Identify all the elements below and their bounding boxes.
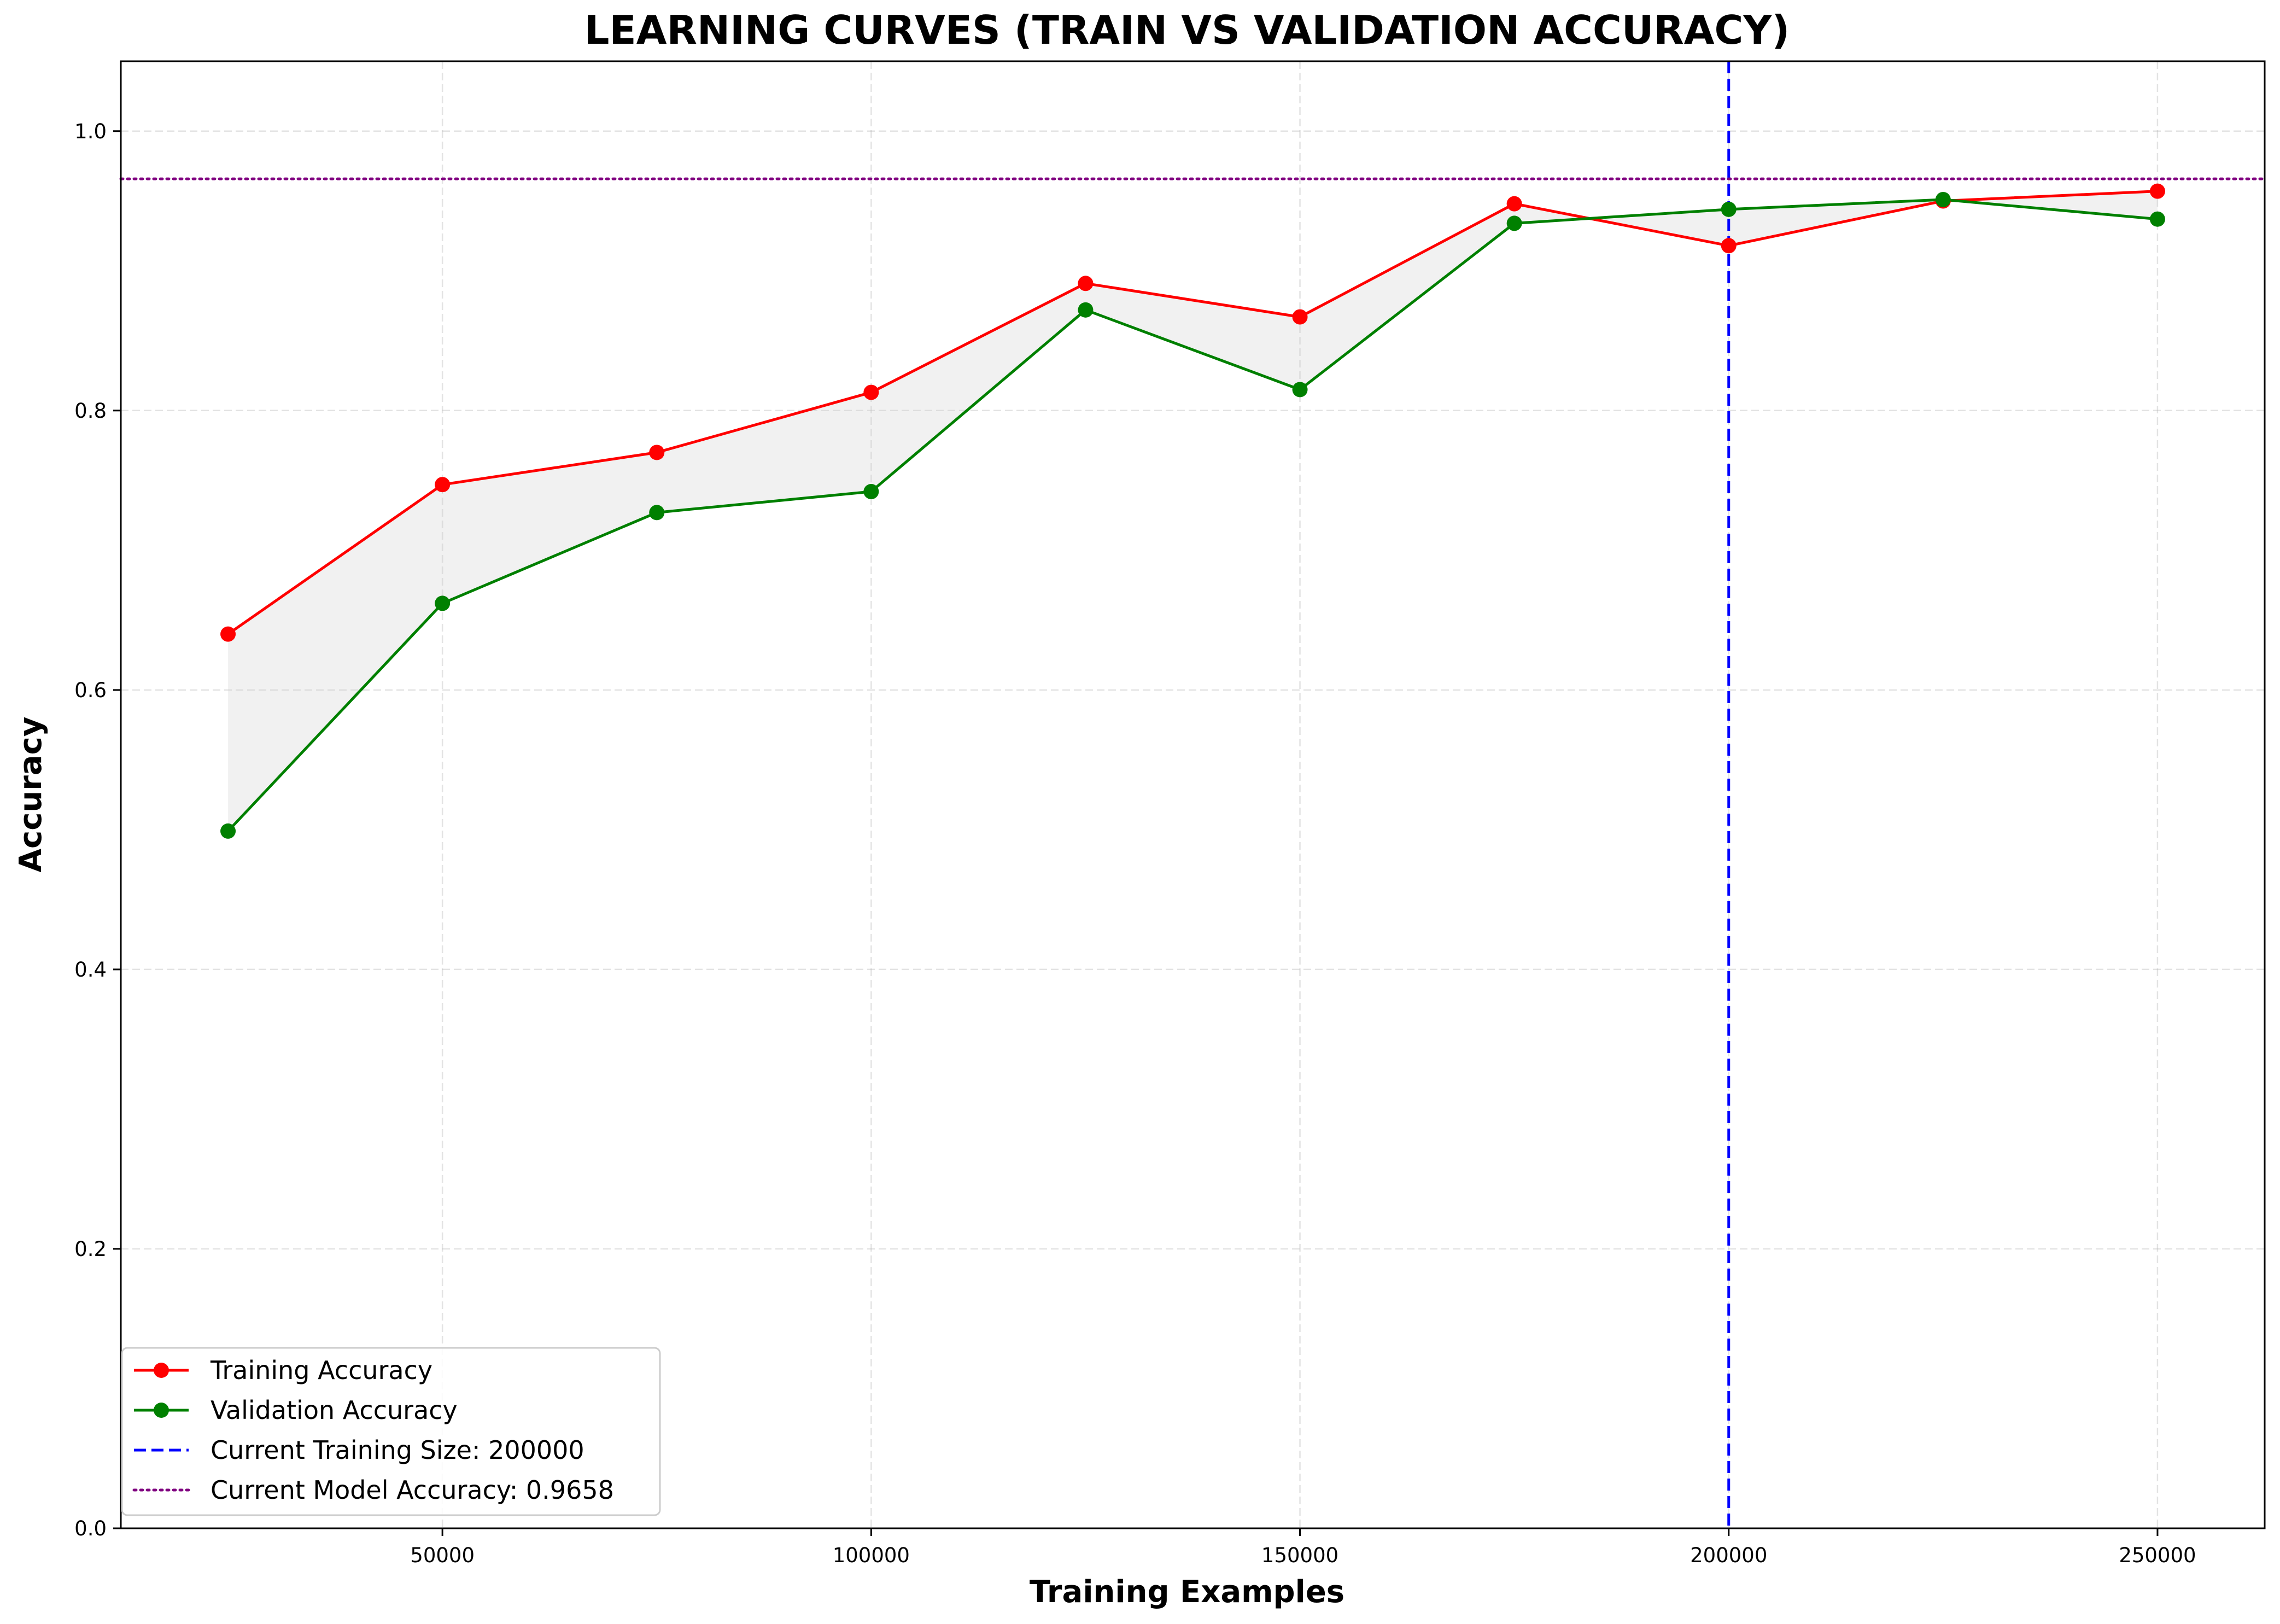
legend-label: Current Model Accuracy: 0.9658 [211,1475,614,1505]
x-tick-label: 250000 [2119,1544,2196,1567]
gap-fill [228,191,2158,831]
x-axis-ticks: 50000 100000 150000 200000 250000 [410,1528,2196,1567]
plot-area [119,60,2266,1529]
validation-accuracy-point [1935,191,1951,207]
training-accuracy-point [863,384,879,400]
training-accuracy-point [649,445,665,460]
legend-label: Validation Accuracy [211,1395,458,1425]
validation-accuracy-point [1292,382,1308,398]
training-accuracy-point [1506,196,1522,212]
x-axis-label: Training Examples [1030,1574,1344,1610]
x-tick-label: 200000 [1690,1544,1767,1567]
y-axis-ticks: 0.0 0.2 0.4 0.6 0.8 1.0 [74,120,121,1540]
validation-accuracy-point [1721,201,1737,217]
grid-lines [121,61,2265,1529]
y-tick-label: 0.6 [74,679,107,702]
legend-label: Training Accuracy [210,1356,432,1385]
legend-current-training-size: Current Training Size: 200000 [134,1435,584,1465]
legend-swatch-marker [154,1403,169,1418]
legend-box [121,1347,661,1516]
training-accuracy-point [1721,238,1737,254]
training-accuracy-line [227,190,2158,635]
x-tick-label: 150000 [1261,1544,1338,1567]
fill-between-area [228,191,2158,831]
legend-current-model-accuracy: Current Model Accuracy: 0.9658 [132,1475,614,1505]
reference-lines [119,61,2266,1528]
chart-title: LEARNING CURVES (TRAIN VS VALIDATION ACC… [584,7,1790,53]
plot-frame [120,60,2266,1529]
y-tick-label: 0.0 [74,1517,107,1540]
training-accuracy-point [2149,183,2165,199]
y-axis-label: Accuracy [13,717,49,873]
training-accuracy-point [1292,309,1308,325]
validation-accuracy-point [220,823,236,839]
validation-accuracy-point [1506,215,1522,231]
legend-swatch-marker [154,1363,169,1378]
validation-accuracy-point [863,484,879,500]
legend: Training Accuracy Validation Accuracy Curr… [121,1347,661,1516]
validation-accuracy-line [227,198,2158,832]
y-tick-label: 0.2 [74,1237,107,1261]
y-tick-label: 0.8 [74,399,107,423]
training-accuracy-point [1078,276,1094,291]
validation-accuracy-point [435,595,451,611]
training-accuracy-point [435,477,451,493]
validation-accuracy-point [2149,211,2165,227]
y-tick-label: 1.0 [74,120,107,143]
x-tick-label: 50000 [410,1544,475,1567]
series-lines [227,190,2158,832]
y-tick-label: 0.4 [74,958,107,982]
series-markers [220,183,2165,839]
legend-items: Training Accuracy Validation Accuracy Curr… [132,1356,614,1505]
training-accuracy-point [220,626,236,642]
validation-accuracy-point [1078,302,1094,318]
validation-accuracy-point [649,505,665,521]
legend-validation-accuracy: Validation Accuracy [134,1395,458,1425]
x-tick-label: 100000 [833,1544,910,1567]
legend-training-accuracy: Training Accuracy [134,1356,432,1385]
legend-label: Current Training Size: 200000 [211,1435,584,1465]
